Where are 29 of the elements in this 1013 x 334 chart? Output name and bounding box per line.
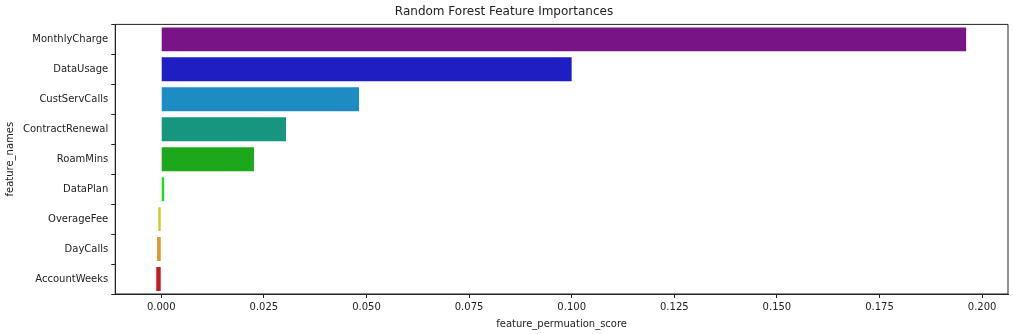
y-tick-label: OverageFee: [48, 212, 109, 224]
bar: [156, 267, 161, 291]
bar: [157, 237, 161, 262]
x-tick-label: 0.100: [557, 300, 586, 312]
bar: [161, 57, 572, 82]
y-tick-label: AccountWeeks: [35, 272, 109, 284]
x-tick-label: 0.050: [352, 300, 381, 312]
y-tick-label: DayCalls: [64, 242, 109, 254]
y-tick-label: DataPlan: [63, 182, 109, 194]
bar: [158, 207, 161, 232]
y-tick-label: DataUsage: [53, 62, 109, 74]
x-tick-label: 0.200: [967, 300, 997, 312]
bar: [161, 147, 254, 172]
x-tick-label: 0.150: [762, 300, 792, 312]
x-tick-label: 0.000: [146, 300, 176, 312]
x-axis-title: feature_permuation_score: [496, 317, 628, 330]
bar: [161, 117, 286, 142]
y-tick-label: MonthlyCharge: [32, 32, 109, 44]
y-tick-label: RoamMins: [56, 152, 109, 164]
x-tick-label: 0.075: [454, 300, 484, 312]
bar: [161, 87, 360, 112]
y-tick-label: ContractRenewal: [22, 122, 109, 134]
chart-title: Random Forest Feature Importances: [394, 4, 614, 19]
y-tick-label: CustServCalls: [39, 92, 109, 104]
x-tick-label: 0.025: [249, 300, 279, 312]
bar: [161, 27, 967, 52]
x-tick-label: 0.175: [865, 300, 894, 312]
y-axis-title: feature_names: [3, 121, 16, 197]
x-tick-label: 0.125: [659, 300, 689, 312]
